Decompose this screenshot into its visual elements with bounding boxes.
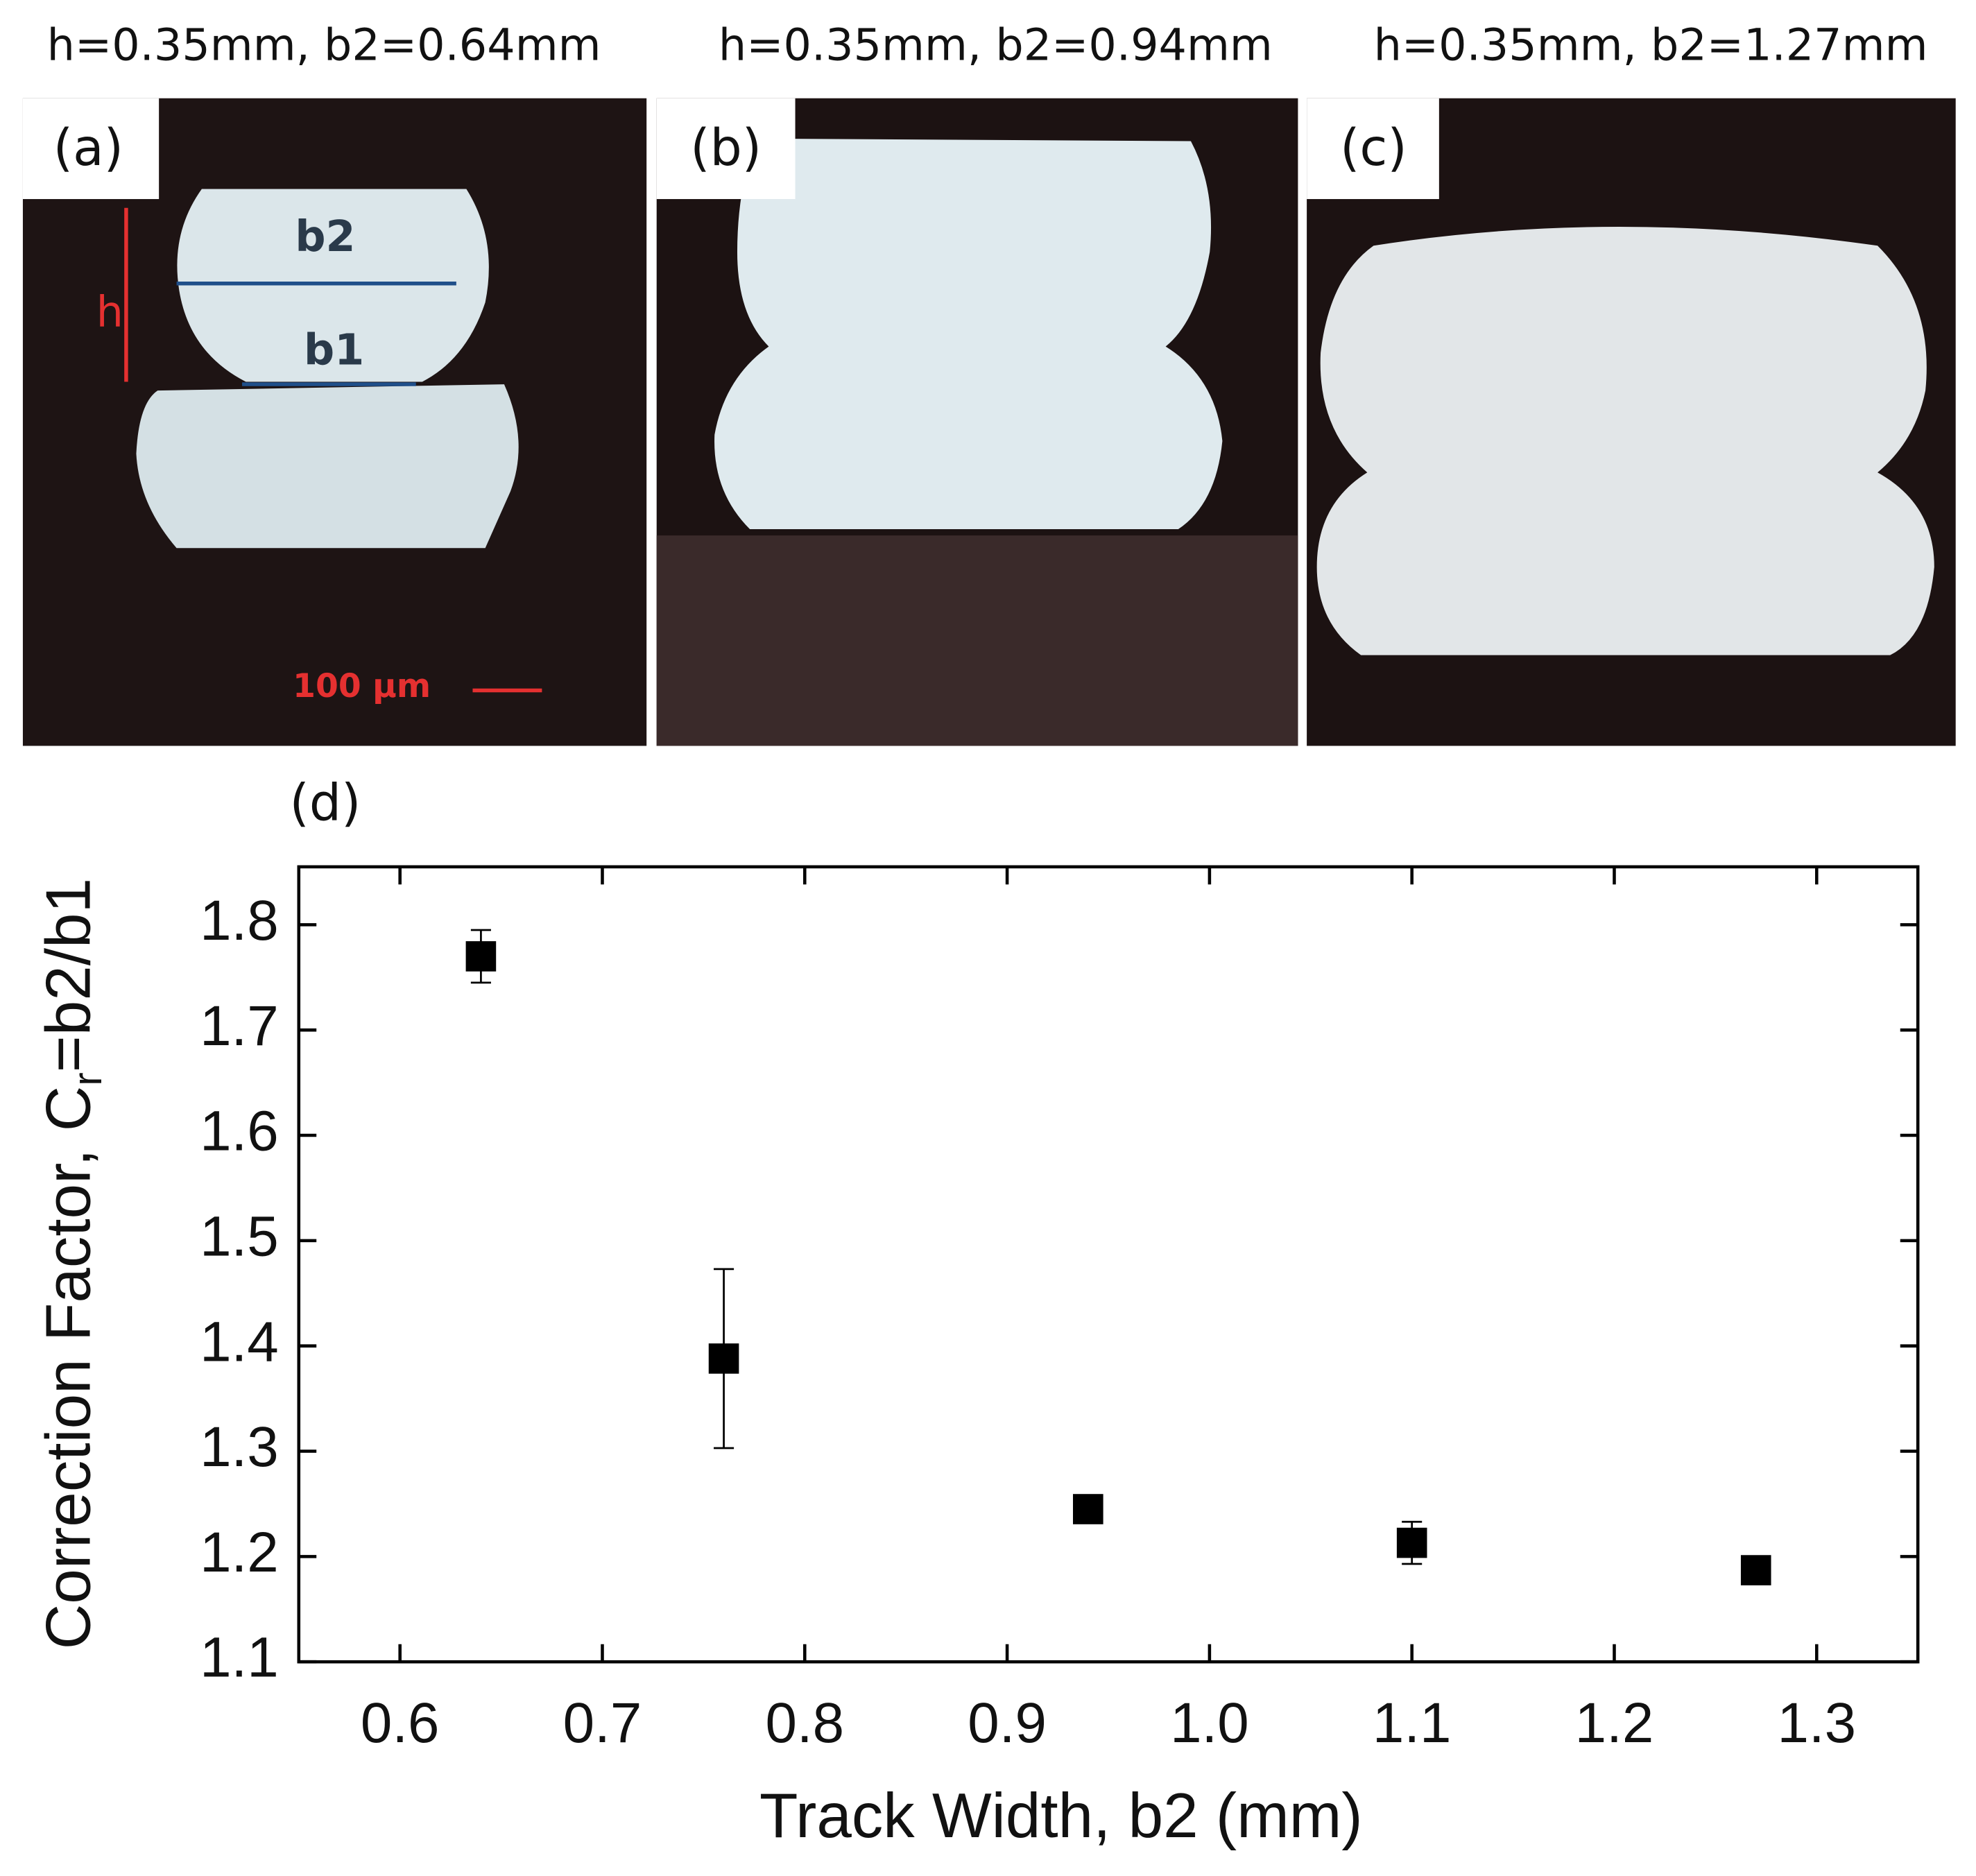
y-tick-label: 1.8 [200, 889, 279, 952]
panel-label: (c) [1340, 119, 1407, 178]
plot-frame [297, 865, 1920, 1664]
x-tick-label: 0.8 [765, 1692, 844, 1755]
panel-title: h=0.35mm, b2=0.64mm [47, 19, 601, 71]
x-tick-label: 0.6 [361, 1692, 440, 1755]
y-tick-label: 1.3 [200, 1415, 279, 1479]
x-tick-label: 0.7 [563, 1692, 642, 1755]
x-tick-label: 0.9 [968, 1692, 1047, 1755]
y-tick-label: 1.1 [200, 1626, 279, 1689]
x-tick-label: 1.1 [1373, 1692, 1452, 1755]
photo-b [656, 98, 1298, 746]
panel-title: h=0.35mm, b2=1.27mm [1374, 19, 1928, 71]
marker [708, 1343, 739, 1374]
marker [1740, 1555, 1771, 1585]
panel-label: (d) [290, 775, 361, 833]
y-axis-title-sub: r [65, 1072, 110, 1085]
y-tick-label: 1.6 [200, 1100, 279, 1163]
photo-a [22, 98, 647, 746]
y-tick-label: 1.2 [200, 1521, 279, 1584]
panel-label: (b) [690, 119, 762, 178]
y-axis-title-rest: =b2/b1 [34, 878, 104, 1072]
annotation: b2 [295, 212, 355, 261]
x-axis-title: Track Width, b2 (mm) [759, 1781, 1363, 1851]
photo-c [1307, 98, 1956, 746]
y-axis-title-main: Correction Factor, C [34, 1086, 104, 1650]
x-tick-label: 1.2 [1575, 1692, 1654, 1755]
x-tick-label: 1.3 [1777, 1692, 1856, 1755]
marker [465, 941, 497, 972]
marker [1396, 1527, 1427, 1558]
y-tick-label: 1.5 [200, 1205, 279, 1268]
y-tick-label: 1.4 [200, 1310, 279, 1373]
y-axis-title: Correction Factor, Cr=b2/b1 [34, 878, 111, 1649]
y-tick-label: 1.7 [200, 995, 279, 1058]
x-tick-label: 1.0 [1170, 1692, 1249, 1755]
scale-bar-label: 100 µm [293, 667, 431, 705]
panel-title: h=0.35mm, b2=0.94mm [719, 19, 1273, 71]
annotation: b1 [304, 325, 364, 375]
panel-label: (a) [53, 119, 123, 178]
marker [1073, 1494, 1103, 1524]
annotation: h [96, 287, 123, 337]
